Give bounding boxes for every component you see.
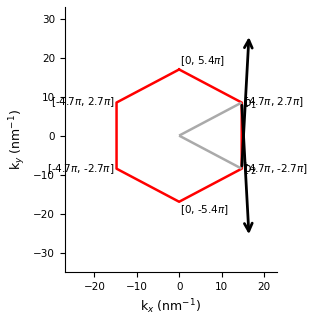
Text: [-4.7$\pi$, -2.7$\pi$]: [-4.7$\pi$, -2.7$\pi$]: [47, 162, 114, 176]
Y-axis label: k$_y$ (nm$^{-1}$): k$_y$ (nm$^{-1}$): [7, 109, 28, 170]
Text: [4.7$\pi$, -2.7$\pi$]: [4.7$\pi$, -2.7$\pi$]: [244, 162, 308, 176]
Text: [4.7$\pi$, 2.7$\pi$]: [4.7$\pi$, 2.7$\pi$]: [244, 96, 304, 109]
Text: [0, 5.4$\pi$]: [0, 5.4$\pi$]: [180, 55, 226, 68]
X-axis label: k$_x$ (nm$^{-1}$): k$_x$ (nm$^{-1}$): [140, 297, 201, 316]
Text: [0, -5.4$\pi$]: [0, -5.4$\pi$]: [180, 203, 229, 217]
Text: [-4.7$\pi$, 2.7$\pi$]: [-4.7$\pi$, 2.7$\pi$]: [51, 96, 114, 109]
Text: b$_2$: b$_2$: [243, 161, 257, 177]
Text: b$_1$: b$_1$: [243, 95, 258, 110]
